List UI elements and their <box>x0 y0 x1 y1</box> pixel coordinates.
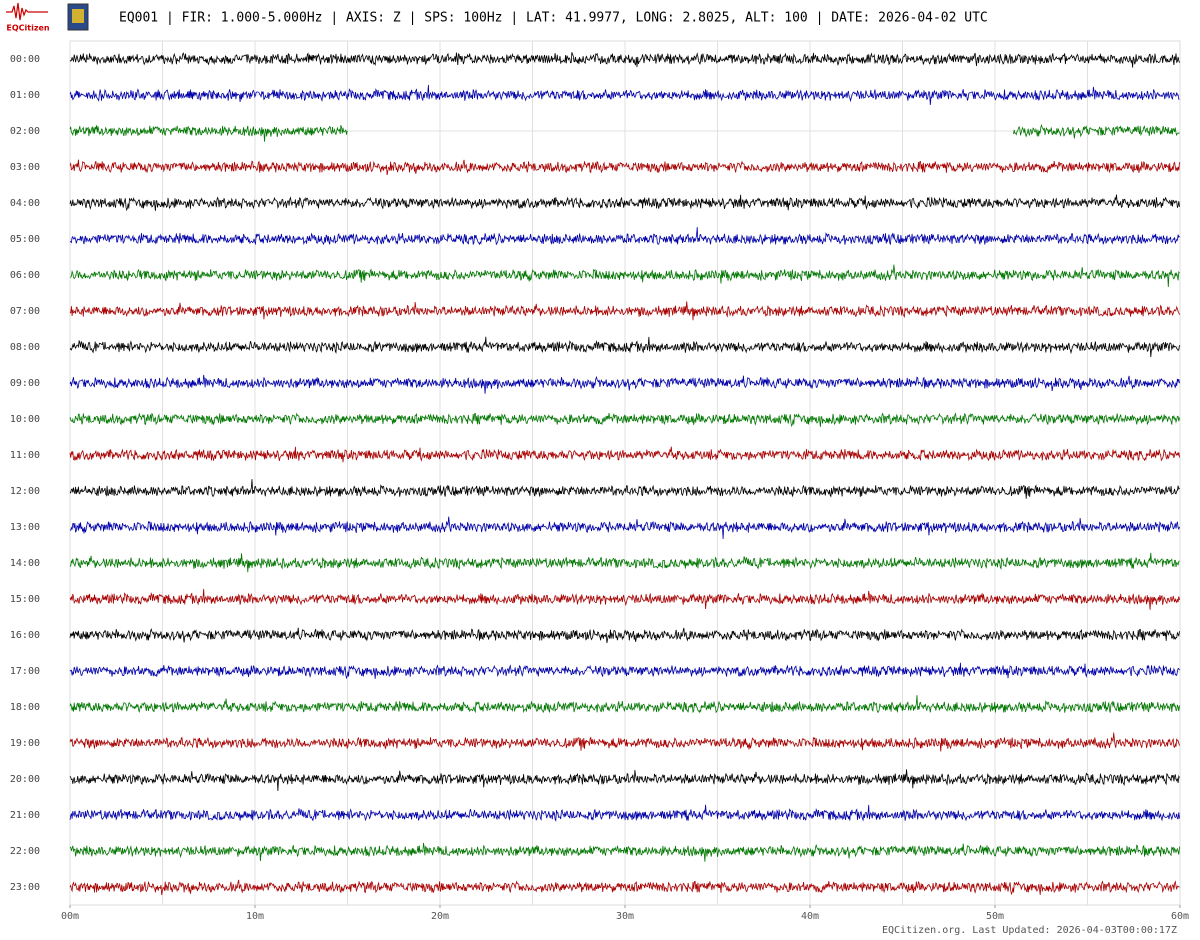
row-label: 02:00 <box>10 126 40 137</box>
trace <box>69 732 1180 752</box>
x-tick-label: 20m <box>431 911 449 922</box>
trace <box>69 84 1180 106</box>
row-label: 04:00 <box>10 198 40 209</box>
trace <box>69 336 1180 358</box>
row-label: 21:00 <box>10 810 40 821</box>
row-label: 10:00 <box>10 414 40 425</box>
trace <box>70 516 1180 540</box>
trace <box>69 804 1180 822</box>
trace <box>69 125 348 142</box>
trace <box>69 769 1180 792</box>
row-label: 16:00 <box>10 630 40 641</box>
row-label: 00:00 <box>10 54 40 65</box>
trace <box>69 552 1180 573</box>
x-tick-label: 60m <box>1171 911 1189 922</box>
trace <box>69 479 1180 499</box>
trace <box>69 879 1180 896</box>
row-label: 03:00 <box>10 162 40 173</box>
row-label: 08:00 <box>10 342 40 353</box>
row-label: 11:00 <box>10 450 40 461</box>
row-label: 09:00 <box>10 378 40 389</box>
trace <box>69 52 1180 68</box>
x-tick-label: 30m <box>616 911 634 922</box>
trace <box>69 374 1180 394</box>
trace <box>69 412 1180 428</box>
row-label: 01:00 <box>10 90 40 101</box>
row-label: 19:00 <box>10 738 40 749</box>
row-label: 20:00 <box>10 774 40 785</box>
trace <box>69 695 1180 714</box>
logo-text: EQCitizen <box>6 24 50 33</box>
row-label: 05:00 <box>10 234 40 245</box>
trace <box>70 264 1180 288</box>
trace <box>69 588 1180 610</box>
x-tick-label: 50m <box>986 911 1004 922</box>
row-label: 14:00 <box>10 558 40 569</box>
trace <box>69 301 1180 321</box>
trace <box>69 627 1180 644</box>
x-tick-label: 40m <box>801 911 819 922</box>
chart-title: EQ001 | FIR: 1.000-5.000Hz | AXIS: Z | S… <box>119 11 988 26</box>
row-label: 17:00 <box>10 666 40 677</box>
trace <box>69 194 1180 212</box>
trace <box>1013 123 1180 139</box>
row-label: 15:00 <box>10 594 40 605</box>
row-label: 18:00 <box>10 702 40 713</box>
device-icon <box>67 3 89 31</box>
row-label: 22:00 <box>10 846 40 857</box>
row-label: 07:00 <box>10 306 40 317</box>
trace <box>69 446 1180 463</box>
trace <box>69 662 1180 680</box>
row-label: 13:00 <box>10 522 40 533</box>
trace <box>69 842 1180 862</box>
footer: EQCitizen.org. Last Updated: 2026-04-03T… <box>882 925 1177 936</box>
x-tick-label: 10m <box>246 911 264 922</box>
logo: EQCitizen <box>6 2 50 33</box>
x-tick-label: 00m <box>61 911 79 922</box>
row-label: 23:00 <box>10 882 40 893</box>
row-label: 12:00 <box>10 486 40 497</box>
trace <box>69 159 1180 176</box>
trace <box>69 227 1180 246</box>
row-label: 06:00 <box>10 270 40 281</box>
